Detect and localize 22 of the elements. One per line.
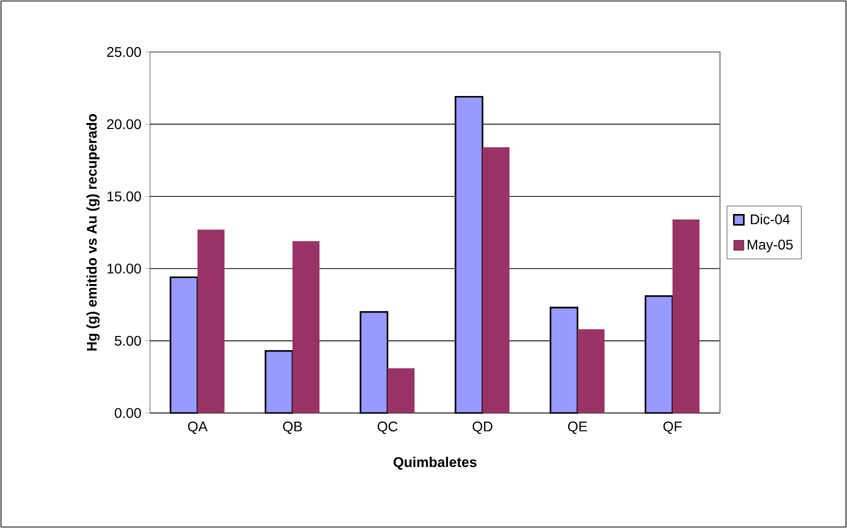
y-tick-label: 20.00 <box>107 119 141 130</box>
y-tick-label: 10.00 <box>108 264 141 274</box>
bar <box>292 241 320 413</box>
bar <box>482 147 510 413</box>
x-tick-label: QE <box>568 422 588 434</box>
x-tick-label: QF <box>663 422 682 434</box>
bar <box>198 230 225 413</box>
x-tick-label: QA <box>188 422 208 434</box>
bar <box>672 219 700 413</box>
x-tick-label: QC <box>378 422 398 434</box>
x-tick-label: QD <box>472 422 492 434</box>
y-tick-label: 5.00 <box>114 336 141 346</box>
y-axis-title: Hg (g) emitido vs Au (g) recuperado <box>86 114 100 351</box>
bar <box>578 329 604 413</box>
x-tick-label: QB <box>283 422 302 434</box>
x-axis-title: Quimbaletes <box>394 456 476 470</box>
y-tick-label: 0.00 <box>114 408 141 418</box>
bar <box>388 368 415 413</box>
y-tick-label: 25.00 <box>107 47 141 57</box>
legend-label: May-05 <box>748 240 793 252</box>
legend-label: Dic-04 <box>750 214 790 224</box>
y-tick-label: 15.00 <box>108 191 141 202</box>
